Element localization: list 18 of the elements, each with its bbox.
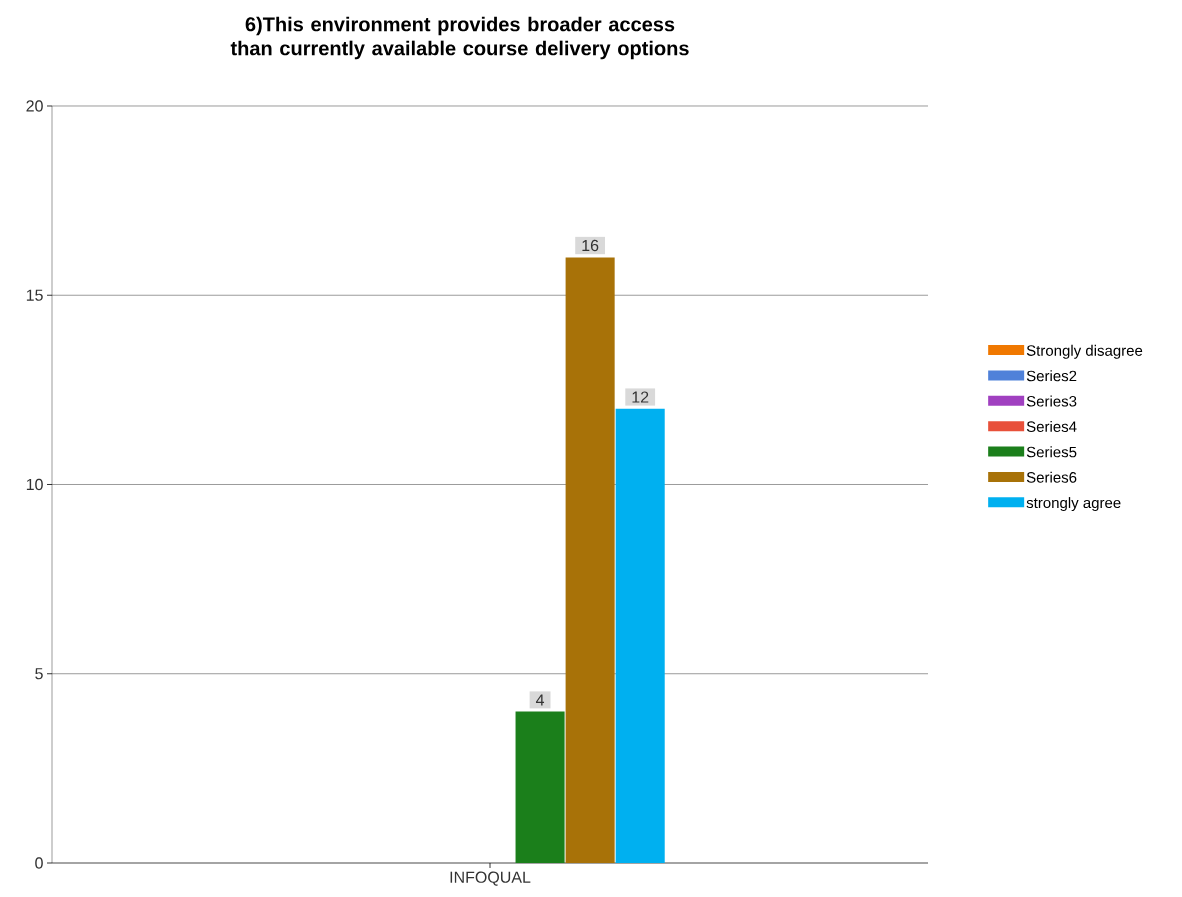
legend-label: Strongly disagree xyxy=(1026,344,1143,359)
chart-title: 6)This environment provides broader access than currently available course delivery options xyxy=(230,16,689,60)
data-label: 12 xyxy=(632,391,649,403)
legend-label: Series6 xyxy=(1026,471,1077,483)
y-tick-label: 10 xyxy=(26,478,43,491)
data-label: 4 xyxy=(535,694,545,706)
bar xyxy=(515,711,565,863)
legend-label: Series2 xyxy=(1026,370,1077,382)
y-tick-label: 5 xyxy=(35,668,43,680)
data-label: 16 xyxy=(582,239,599,252)
y-tick-label: 15 xyxy=(26,289,43,301)
y-tick-label: 20 xyxy=(26,100,43,112)
x-tick-label: INFOQUAL xyxy=(450,871,531,886)
legend-label: Series3 xyxy=(1026,395,1077,407)
legend-label: Series5 xyxy=(1026,446,1077,458)
legend-label: strongly agree xyxy=(1026,497,1121,512)
y-tick-label: 0 xyxy=(35,857,43,869)
legend-label: Series4 xyxy=(1026,420,1077,432)
